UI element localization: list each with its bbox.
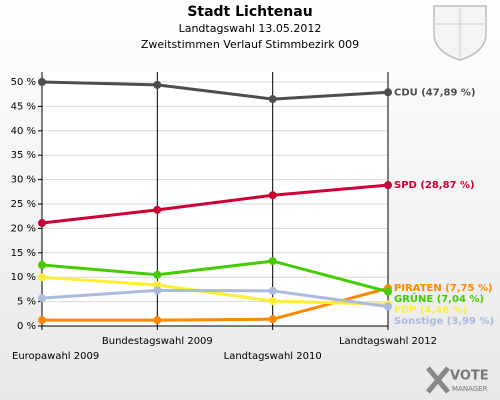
point: [153, 316, 162, 325]
point: [268, 297, 277, 306]
y-tick-label: 30 %: [11, 175, 36, 186]
series-label: GRÜNE (7,04 %): [394, 291, 484, 305]
y-tick-label: 40 %: [11, 126, 36, 137]
point: [153, 80, 162, 89]
point: [38, 294, 46, 303]
point: [268, 191, 277, 200]
point: [384, 287, 392, 296]
y-tick-label: 10 %: [11, 272, 36, 283]
plot-area: [42, 72, 388, 326]
point: [384, 181, 392, 190]
series-label: FDP (4,46 %): [394, 305, 467, 316]
series-line: [41, 288, 389, 309]
y-tick-label: 35 %: [11, 150, 36, 161]
series-label: PIRATEN (7,75 %): [394, 283, 493, 294]
y-tick-label: 45 %: [11, 101, 36, 112]
y-tick-label: 0 %: [17, 321, 36, 332]
x-tick-label: Landtagswahl 2010: [224, 351, 322, 362]
series-line: [41, 275, 389, 306]
point: [38, 219, 46, 228]
y-tick-label: 5 %: [17, 297, 36, 308]
chart-subtitle: Landtagswahl 13.05.2012: [179, 22, 322, 35]
series-line: [41, 80, 389, 101]
point: [38, 273, 46, 282]
point: [153, 205, 162, 214]
y-tick-label: 50 %: [11, 77, 36, 88]
x-tick-label: Bundestagswahl 2009: [102, 336, 213, 347]
series-label: Sonstige (3,99 %): [394, 316, 494, 327]
point: [38, 316, 46, 325]
series-line: [41, 183, 389, 225]
x-tick-label: Landtagswahl 2012: [339, 336, 437, 347]
point: [384, 88, 392, 97]
logo-text: VOTE: [450, 369, 489, 384]
chart-subtitle: Zweitstimmen Verlauf Stimmbezirk 009: [141, 38, 359, 51]
coat-of-arms: [433, 5, 487, 61]
point: [153, 286, 162, 295]
point: [38, 78, 46, 86]
y-tick-label: 15 %: [11, 248, 36, 259]
point: [268, 315, 277, 324]
point: [38, 261, 46, 269]
chart-title: Stadt Lichtenau: [187, 4, 312, 20]
y-tick-label: 25 %: [11, 199, 36, 210]
point: [268, 286, 277, 295]
x-tick-label: Europawahl 2009: [12, 351, 99, 362]
point: [268, 257, 277, 266]
point: [268, 95, 277, 104]
y-tick-label: 20 %: [11, 223, 36, 234]
point: [153, 270, 162, 279]
logo: VOTE MANAGER: [426, 366, 489, 394]
series-label: CDU (47,89 %): [394, 87, 476, 98]
series-line: [41, 259, 389, 294]
point: [384, 302, 392, 311]
logo-text: MANAGER: [452, 385, 488, 393]
series-label: SPD (28,87 %): [394, 180, 475, 191]
